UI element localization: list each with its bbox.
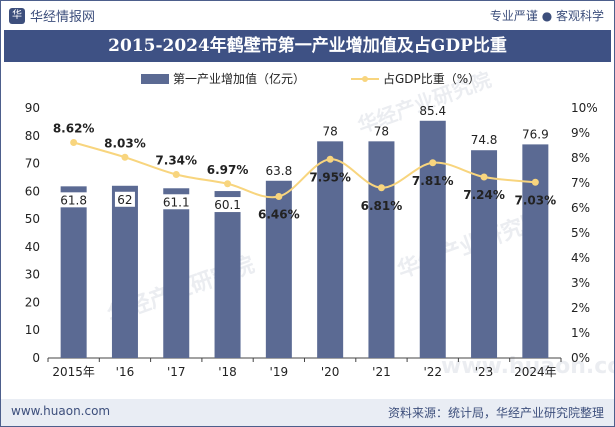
line-point xyxy=(429,159,437,167)
chart-title: 2015-2024年鹤壁市第一产业增加值及占GDP比重 xyxy=(108,36,507,56)
line-value-label: 6.81% xyxy=(361,199,403,213)
legend-bar-label: 第一产业增加值（亿元） xyxy=(173,71,305,86)
y-right-tick-label: 10% xyxy=(571,101,598,115)
bar-value-label: 78 xyxy=(323,124,338,138)
source-note: 资料来源：统计局，华经产业研究院整理 xyxy=(387,406,604,420)
bar-value-label: 76.9 xyxy=(522,127,549,141)
bar xyxy=(60,186,87,358)
bar-series xyxy=(60,120,549,359)
y-right-tick-label: 0% xyxy=(571,351,590,365)
x-tick-label: 2024年 xyxy=(514,365,557,379)
line-value-label: 7.81% xyxy=(412,174,454,188)
legend: 第一产业增加值（亿元） 占GDP比重（%） xyxy=(141,71,480,86)
bar xyxy=(265,180,292,358)
bar-label-bg xyxy=(210,197,245,213)
line-point xyxy=(224,180,232,188)
bar-value-label: 61.1 xyxy=(163,195,190,209)
bar xyxy=(368,141,395,358)
y-left-tick-label: 20 xyxy=(25,295,40,309)
legend-bar-swatch xyxy=(141,74,169,84)
bar-value-label: 61.8 xyxy=(60,193,87,207)
y-right-tick-label: 1% xyxy=(571,326,590,340)
line-value-label: 7.34% xyxy=(155,154,197,168)
x-tick-label: '20 xyxy=(321,365,340,379)
y-right-tick-label: 5% xyxy=(571,226,590,240)
bar xyxy=(471,150,498,358)
x-tick-label: '22 xyxy=(423,365,442,379)
chart: 华经产业研究院华经产业研究院华经产业研究院www.huaon.com 第一产业增… xyxy=(25,67,614,379)
slogan: 专业严谨 ● 客观科学 xyxy=(489,9,604,23)
y-right-tick-label: 6% xyxy=(571,201,590,215)
bar xyxy=(214,191,241,358)
bar-label-bg xyxy=(159,194,194,210)
y-right-tick-label: 8% xyxy=(571,151,590,165)
line-point xyxy=(172,171,180,178)
x-tick-label: 2015年 xyxy=(52,365,95,379)
y-left-tick-label: 90 xyxy=(25,101,40,115)
line-point xyxy=(121,153,129,161)
line-point xyxy=(70,139,78,146)
brand-name: 华经情报网 xyxy=(30,10,96,25)
bar xyxy=(317,141,344,358)
y-left-tick-label: 50 xyxy=(25,212,40,226)
bar-value-label: 60.1 xyxy=(214,198,241,212)
y-right-tick-label: 4% xyxy=(571,251,590,265)
x-tick-label: '23 xyxy=(475,365,494,379)
line-point xyxy=(275,193,283,200)
bar xyxy=(111,185,138,358)
line-value-label: 8.03% xyxy=(104,136,146,150)
y-left-tick-label: 10 xyxy=(25,323,40,337)
legend-line-label: 占GDP比重（%） xyxy=(383,71,480,86)
y-right-tick-label: 7% xyxy=(571,176,590,190)
x-tick-label: '19 xyxy=(270,365,289,379)
brand[interactable]: 华 华经情报网 xyxy=(9,6,95,25)
y-right-tick-label: 2% xyxy=(571,301,590,315)
top-bar: 华 华经情报网 专业严谨 ● 客观科学 xyxy=(1,1,614,29)
y-right-tick-label: 9% xyxy=(571,126,590,140)
y-right-tick-label: 3% xyxy=(571,276,590,290)
bar-value-label: 74.8 xyxy=(471,133,498,147)
line-point xyxy=(531,178,539,186)
bar-value-label: 63.8 xyxy=(265,164,292,178)
line-point xyxy=(377,184,385,192)
line-series xyxy=(70,139,539,200)
bar xyxy=(419,120,446,359)
line-point xyxy=(480,173,488,181)
x-tick-label: '18 xyxy=(218,365,237,379)
data-labels: 61.8 62 61.1 60.1 63.8 78 78 85.4 74.8 76.9 8.62% 8… xyxy=(53,104,556,222)
line-value-label: 6.46% xyxy=(258,208,300,222)
y-left-tick-label: 0 xyxy=(32,351,40,365)
x-tick-label: '21 xyxy=(372,365,391,379)
y-left-tick-label: 30 xyxy=(25,268,40,282)
bar-value-label: 85.4 xyxy=(419,104,446,118)
line-value-label: 7.24% xyxy=(463,188,505,202)
line-value-label: 8.62% xyxy=(53,122,95,136)
y-left-tick-label: 40 xyxy=(25,240,40,254)
x-tick-label: '17 xyxy=(167,365,186,379)
y-left-tick-label: 60 xyxy=(25,184,40,198)
website-link[interactable]: www.huaon.com xyxy=(11,404,111,418)
x-tick-label: '16 xyxy=(116,365,135,379)
line-point xyxy=(326,155,334,163)
y-left-tick-label: 80 xyxy=(25,129,40,143)
legend-line-marker xyxy=(362,76,368,82)
bar-label-bg xyxy=(114,191,135,207)
line-value-label: 7.95% xyxy=(309,170,351,184)
title-bar: 2015-2024年鹤壁市第一产业增加值及占GDP比重 xyxy=(4,30,611,62)
y-left-tick-label: 70 xyxy=(25,157,40,171)
bar-label-bg xyxy=(56,192,91,208)
line-value-label: 6.97% xyxy=(207,163,249,177)
bar-value-label: 78 xyxy=(374,124,389,138)
footer: www.huaon.com 资料来源：统计局，华经产业研究院整理 xyxy=(1,399,614,426)
brand-logo-icon: 华 xyxy=(9,7,25,24)
bar xyxy=(163,188,190,358)
line-value-label: 7.03% xyxy=(515,193,557,207)
bar xyxy=(522,144,549,358)
share-line xyxy=(73,141,536,199)
bar-value-label: 62 xyxy=(117,193,132,207)
